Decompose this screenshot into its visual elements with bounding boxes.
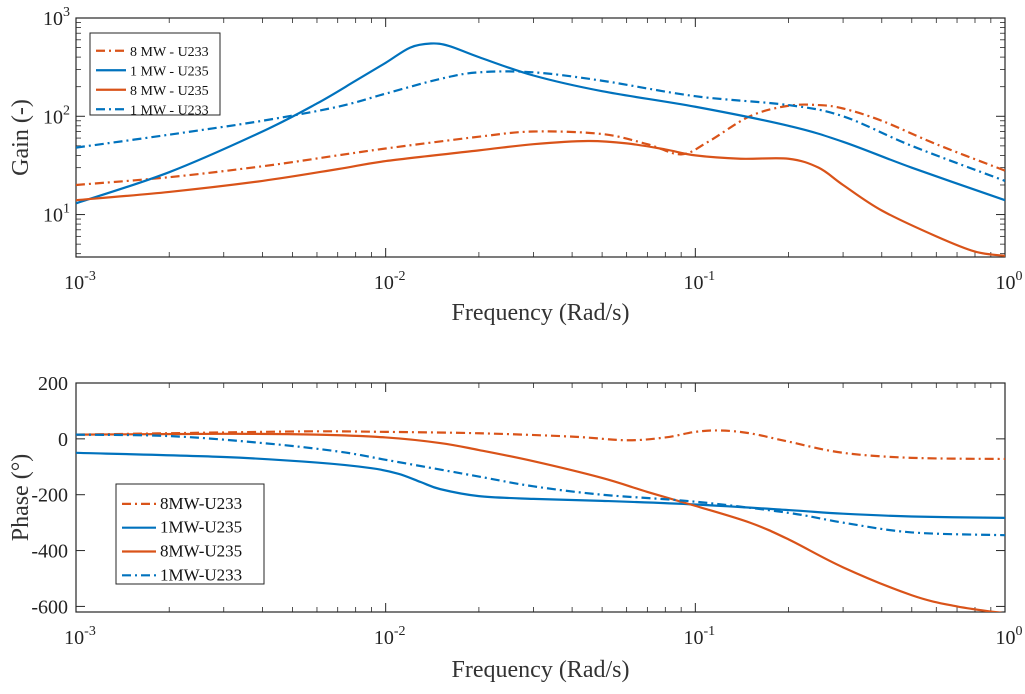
legend-label: 8MW-U233 xyxy=(160,494,242,513)
y-axis: 200 0 -200 -400 -600 xyxy=(31,373,1005,618)
y-axis-label: Gain (-) xyxy=(8,99,34,176)
y-tick-label: 0 xyxy=(58,429,68,451)
y-tick-label: -400 xyxy=(31,541,68,563)
x-tick-label: 100 xyxy=(996,269,1023,294)
x-tick-label: 100 xyxy=(996,624,1023,649)
series-lines xyxy=(76,429,1005,612)
legend-label: 8 MW - U233 xyxy=(130,45,209,60)
y-axis-label: Phase (°) xyxy=(8,454,34,542)
x-tick-label: 10-1 xyxy=(683,624,715,649)
legend-label: 1 MW - U235 xyxy=(130,64,209,79)
x-axis: 10-3 10-2 10-1 100 xyxy=(64,383,1023,649)
y-tick-label: 101 xyxy=(43,202,70,227)
x-tick-label: 10-2 xyxy=(374,269,406,294)
legend-label: 1 MW - U233 xyxy=(130,103,209,118)
y-tick-label: -200 xyxy=(31,485,68,507)
series-line xyxy=(76,139,1005,257)
x-tick-label: 10-3 xyxy=(64,624,96,649)
legend-label: 1MW-U235 xyxy=(160,518,242,537)
legend-box xyxy=(89,32,221,116)
x-axis-label: Frequency (Rad/s) xyxy=(452,657,630,683)
x-tick-label: 10-2 xyxy=(374,624,406,649)
series-line xyxy=(76,42,1005,205)
y-axis: 101 102 103 xyxy=(43,5,1005,255)
series-line xyxy=(76,429,1005,461)
x-axis: 10-3 10-2 10-1 100 xyxy=(64,18,1023,294)
y-tick-label: 102 xyxy=(43,103,70,128)
y-tick-label: 200 xyxy=(38,373,68,395)
x-tick-label: 10-1 xyxy=(683,269,715,294)
series-line xyxy=(76,432,1003,612)
x-axis-label: Frequency (Rad/s) xyxy=(452,300,630,326)
plot-frame xyxy=(75,17,1006,258)
phase-plot: 10-3 10-2 10-1 100 200 0 -200 -400 -600 Frequency… xyxy=(8,373,1023,683)
legend: 8MW-U233 1MW-U235 8MW-U235 1MW-U233 xyxy=(115,483,265,585)
legend-label: 8 MW - U235 xyxy=(130,84,209,99)
legend-box xyxy=(115,483,265,585)
legend-label: 8MW-U235 xyxy=(160,542,242,561)
y-tick-label: -600 xyxy=(31,596,68,618)
series-lines xyxy=(76,42,1005,257)
series-line xyxy=(76,451,1005,519)
x-tick-label: 10-3 xyxy=(64,269,96,294)
legend: 8 MW - U233 1 MW - U235 8 MW - U235 1 MW - … xyxy=(89,32,221,118)
y-tick-label: 103 xyxy=(43,5,70,30)
gain-plot: 10-3 10-2 10-1 100 101 102 103 Frequency (Rad/s… xyxy=(8,5,1023,326)
series-line xyxy=(76,433,1005,537)
series-line xyxy=(76,103,1005,187)
legend-label: 1MW-U233 xyxy=(160,565,242,584)
